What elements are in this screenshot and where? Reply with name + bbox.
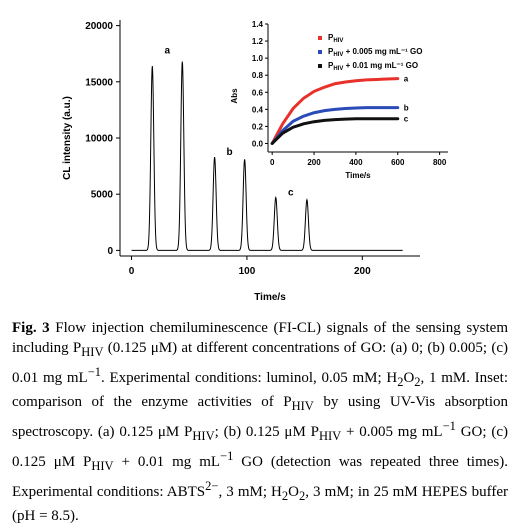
- caption-sub: 2: [298, 489, 306, 503]
- caption-sub: HIV: [81, 345, 104, 359]
- caption-sub: HIV: [291, 399, 314, 413]
- caption-text: GO (detection was repeated three times).…: [12, 454, 508, 500]
- caption-sub: HIV: [192, 429, 215, 443]
- legend-entry: PHIV + 0.005 mg mL⁻¹ GO: [328, 47, 423, 58]
- inset-y-tick-label: 0.0: [252, 139, 264, 148]
- main-y-tick-label: 15000: [85, 77, 113, 88]
- main-x-tick-label: 0: [129, 266, 135, 277]
- inset-y-tick-label: 1.4: [252, 20, 264, 29]
- caption-text: ; (b) 0.125 μM P: [214, 424, 319, 440]
- inset-series-label: b: [404, 104, 409, 113]
- peak-group-label: a: [165, 46, 171, 57]
- caption-text: + 0.005 mg mL: [341, 424, 443, 440]
- inset-series-line: [270, 106, 400, 145]
- inset-x-tick-label: 0: [270, 158, 275, 167]
- caption-text: , 1 mM. Inset: comparison of the enzyme …: [12, 370, 509, 410]
- inset-x-label: Time/s: [345, 171, 371, 180]
- caption-sub: HIV: [318, 429, 342, 443]
- main-y-label: CL intensity (a.u.): [62, 96, 73, 180]
- inset-series-line: [270, 77, 400, 145]
- inset-y-tick-label: 0.8: [252, 71, 264, 80]
- legend-marker: [318, 64, 322, 68]
- caption-text: + 0.01 mg mL: [113, 454, 221, 470]
- caption-sub: 2: [397, 375, 404, 389]
- caption-sub: 2: [414, 375, 421, 389]
- inset-series-label: c: [404, 115, 409, 124]
- caption-text: . Experimental conditions: luminol, 0.05…: [101, 370, 398, 386]
- inset-x-tick-label: 600: [391, 158, 405, 167]
- caption-sub: 2: [281, 489, 289, 503]
- caption-sup: −1: [87, 365, 101, 379]
- inset-y-tick-label: 0.2: [252, 122, 264, 131]
- caption-sub: HIV: [91, 459, 114, 473]
- cl-signal-trace: [131, 61, 403, 251]
- inset-x-tick-label: 200: [307, 158, 321, 167]
- peak-group-label: b: [227, 147, 233, 158]
- inset-y-tick-label: 0.6: [252, 88, 264, 97]
- main-y-tick-label: 10000: [85, 134, 113, 145]
- caption-label: Fig. 3: [12, 320, 50, 336]
- caption-text: Flow injection chemiluminescence (FI-CL)…: [12, 320, 508, 356]
- caption-text: GO; (c) 0.125 μM P: [12, 424, 508, 470]
- legend-marker: [318, 36, 322, 40]
- legend-marker: [318, 50, 322, 54]
- inset-x-tick-label: 800: [433, 158, 447, 167]
- caption-text: by using UV-Vis absorption spectroscopy.…: [12, 394, 508, 440]
- legend-entry: PHIV + 0.01 mg mL⁻¹ GO: [328, 61, 418, 72]
- inset-x-tick-label: 400: [349, 158, 363, 167]
- main-y-tick-label: 0: [107, 246, 113, 257]
- figure-caption: Fig. 3 Flow injection chemiluminescence …: [12, 318, 508, 526]
- caption-text: , 3 mM; H: [218, 484, 282, 500]
- legend-entry: PHIV: [328, 33, 343, 44]
- inset-y-tick-label: 1.0: [252, 54, 264, 63]
- main-x-label: Time/s: [254, 292, 286, 303]
- main-x-tick-label: 200: [354, 266, 371, 277]
- main-y-tick-label: 5000: [91, 190, 114, 201]
- caption-sup: 2−: [205, 479, 219, 493]
- main-y-tick-label: 20000: [85, 21, 113, 32]
- caption-text: O: [403, 370, 415, 386]
- caption-sup: −1: [220, 449, 234, 463]
- inset-series-line: [270, 117, 400, 145]
- caption-text: O: [288, 484, 299, 500]
- inset-y-tick-label: 1.2: [252, 37, 264, 46]
- inset-y-label: Abs: [230, 88, 239, 104]
- inset-y-tick-label: 0.4: [252, 105, 264, 114]
- inset-plot: 0.0 0.2 0.4 0.6 0.8 1.0 1.2 1.4 0 200 400 600 800 a…: [230, 20, 448, 180]
- inset-series-label: a: [404, 75, 409, 84]
- caption-text: (0.125 μM) at different concentrations o…: [12, 340, 508, 386]
- main-x-tick-label: 100: [239, 266, 256, 277]
- peak-group-label: c: [288, 187, 294, 198]
- caption-sup: −1: [442, 419, 456, 433]
